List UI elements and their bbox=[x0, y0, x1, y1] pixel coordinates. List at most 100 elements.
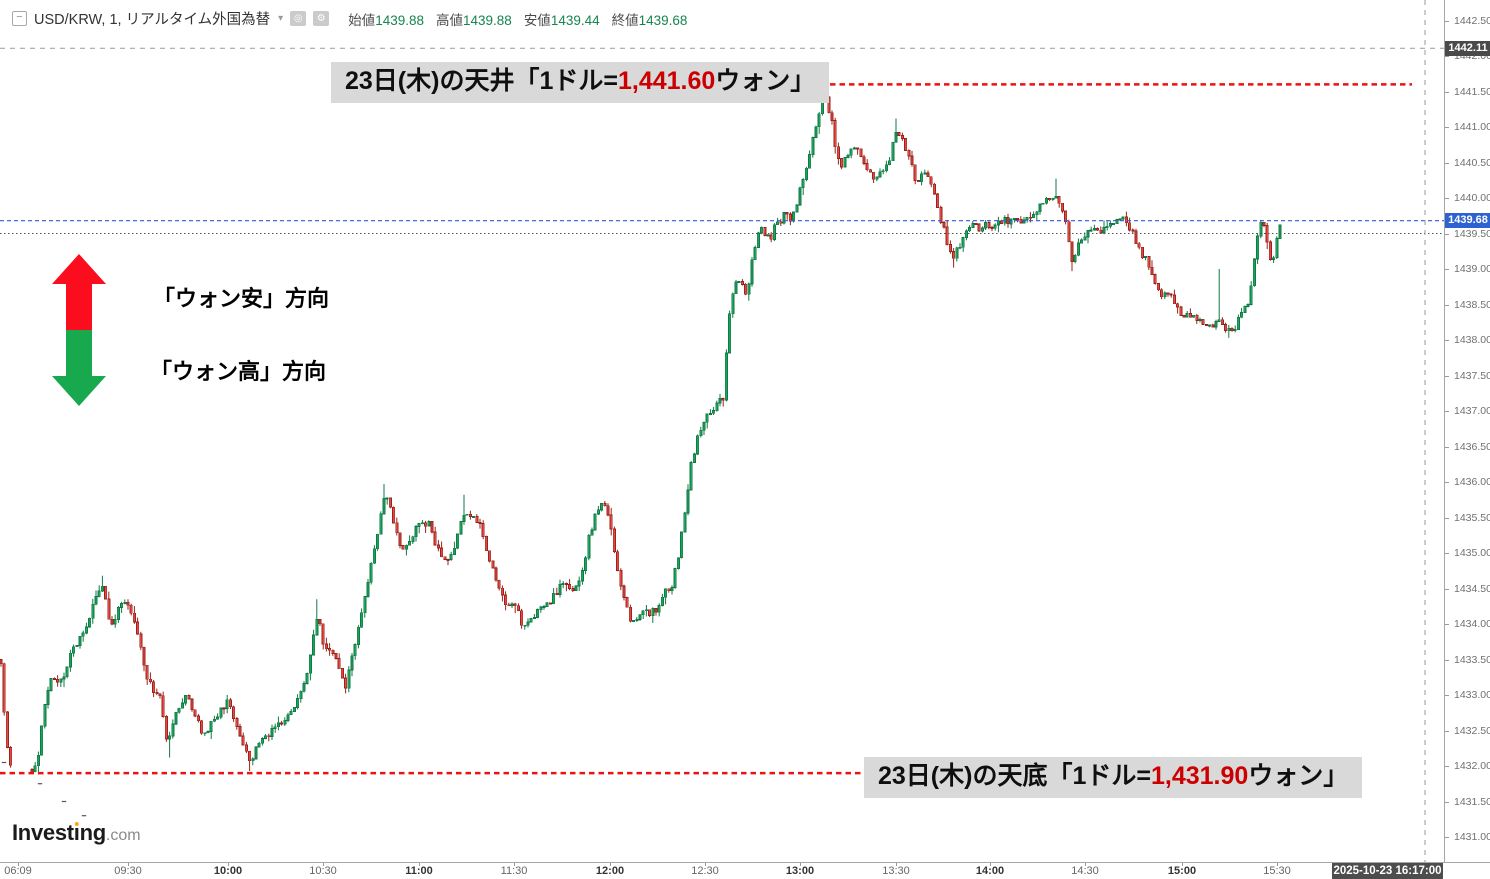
time-axis-tick bbox=[514, 863, 515, 866]
time-axis-label: 12:00 bbox=[595, 865, 625, 877]
last-price-tag: 1439.68 bbox=[1445, 213, 1490, 229]
time-axis[interactable]: 2025-10-23 16:17:00 06:09 09:30 10:00 10:30… bbox=[0, 862, 1490, 879]
price-axis-label: 1433.00 bbox=[1454, 689, 1490, 701]
bottom-annotation-text: 23日(木)の天底「1ドル= bbox=[878, 762, 1151, 790]
price-axis-tick bbox=[1445, 766, 1449, 767]
price-axis-label: 1441.00 bbox=[1454, 121, 1490, 133]
price-axis-label: 1432.00 bbox=[1454, 760, 1490, 772]
price-axis-tick bbox=[1445, 127, 1449, 128]
price-axis-tick bbox=[1445, 198, 1449, 199]
price-axis[interactable]: 1442.50 1442.00 1441.50 1441.00 1440.50 1440.… bbox=[1444, 0, 1490, 862]
price-axis-label: 1434.50 bbox=[1454, 582, 1490, 595]
price-axis-label: 1440.50 bbox=[1454, 156, 1490, 169]
price-axis-label: 1437.50 bbox=[1454, 369, 1490, 382]
price-axis-tick bbox=[1445, 375, 1449, 377]
legend-collapse-icon[interactable]: − bbox=[12, 11, 27, 26]
bottom-annotation[interactable]: 23日(木)の天底「1ドル=1,431.90ウォン」 bbox=[864, 757, 1363, 798]
price-axis-label: 1437.00 bbox=[1454, 405, 1490, 417]
time-axis-tick bbox=[800, 863, 801, 866]
chevron-down-icon[interactable]: ▾ bbox=[278, 13, 284, 24]
ohlc-close: 終値1439.68 bbox=[611, 12, 688, 28]
ohlc-readout: 始値1439.88 高値1439.88 安値1439.44 終値1439.68 bbox=[348, 9, 687, 29]
price-axis-label: 1435.00 bbox=[1454, 547, 1490, 559]
price-axis-label: 1441.50 bbox=[1454, 85, 1490, 98]
time-axis-tick bbox=[705, 863, 706, 866]
price-axis-label: 1436.50 bbox=[1454, 440, 1490, 453]
time-axis-label: 15:30 bbox=[1263, 865, 1291, 877]
bottom-annotation-price: 1,431.90 bbox=[1150, 762, 1249, 790]
ceiling-annotation-text: 23日(木)の天井「1ドル= bbox=[345, 67, 618, 95]
price-axis-tick bbox=[1445, 588, 1449, 590]
time-axis-tick bbox=[1182, 863, 1183, 866]
price-axis-tick bbox=[1445, 269, 1449, 270]
time-axis-label: 11:00 bbox=[405, 865, 433, 877]
time-axis-label: 11:30 bbox=[500, 865, 528, 877]
time-axis-tick bbox=[1277, 863, 1278, 866]
time-axis-label: 13:30 bbox=[882, 865, 910, 877]
won-strong-label: 「ウォン高」方向 bbox=[150, 359, 327, 384]
symbol-title[interactable]: USD/KRW, 1, リアルタイム外国為替 bbox=[34, 12, 271, 28]
price-axis-label: 1434.00 bbox=[1454, 618, 1490, 630]
price-axis-label: 1438.50 bbox=[1454, 298, 1490, 311]
price-axis-label: 1431.50 bbox=[1454, 795, 1490, 808]
time-axis-label: 09:30 bbox=[114, 865, 142, 877]
price-axis-tick bbox=[1445, 801, 1449, 803]
logo-orange-dot bbox=[74, 821, 79, 826]
price-axis-tick bbox=[1445, 233, 1449, 235]
ohlc-high: 高値1439.88 bbox=[436, 12, 512, 28]
price-axis-tick bbox=[1445, 411, 1449, 412]
price-axis-tick bbox=[1445, 695, 1449, 696]
time-axis-label: 14:00 bbox=[975, 865, 1005, 877]
won-weak-label: 「ウォン安」方向 bbox=[153, 286, 330, 311]
price-axis-label: 1439.50 bbox=[1454, 227, 1490, 240]
crosshair-timestamp: 2025-10-23 16:17:00 bbox=[1332, 863, 1443, 879]
time-axis-label: 06:09 bbox=[4, 865, 32, 877]
time-axis-tick bbox=[323, 863, 324, 866]
price-axis-label: 1433.50 bbox=[1454, 653, 1490, 666]
time-axis-label: 15:00 bbox=[1167, 865, 1197, 877]
price-axis-label: 1436.00 bbox=[1454, 476, 1490, 488]
price-axis-tick bbox=[1445, 482, 1449, 483]
price-axis-label: 1435.50 bbox=[1454, 511, 1490, 524]
time-axis-tick bbox=[896, 863, 897, 866]
price-chart-canvas[interactable] bbox=[0, 0, 1444, 862]
gear-icon[interactable]: ⚙ bbox=[313, 11, 330, 26]
price-axis-tick bbox=[1445, 659, 1449, 661]
price-axis-tick bbox=[1445, 837, 1449, 838]
time-axis-tick bbox=[18, 863, 19, 866]
price-axis-tick bbox=[1445, 624, 1449, 625]
time-axis-tick bbox=[990, 863, 991, 866]
time-axis-label: 10:30 bbox=[309, 865, 337, 877]
ceiling-annotation[interactable]: 23日(木)の天井「1ドル=1,441.60ウォン」 bbox=[331, 62, 830, 103]
updown-arrow-icon[interactable] bbox=[52, 254, 106, 406]
price-axis-tick bbox=[1445, 304, 1449, 306]
investing-logo: Investı ng.com bbox=[12, 820, 141, 845]
price-axis-tick bbox=[1445, 162, 1449, 164]
time-axis-tick bbox=[128, 863, 129, 866]
eye-icon[interactable]: ◎ bbox=[290, 11, 307, 26]
price-axis-tick bbox=[1445, 553, 1449, 554]
price-axis-tick bbox=[1445, 517, 1449, 519]
time-axis-tick bbox=[1085, 863, 1086, 866]
price-axis-label: 1438.00 bbox=[1454, 334, 1490, 346]
ceiling-annotation-price: 1,441.60 bbox=[617, 67, 716, 95]
price-axis-label: 1439.00 bbox=[1454, 263, 1490, 275]
ohlc-low: 安値1439.44 bbox=[523, 12, 600, 28]
time-axis-tick bbox=[419, 863, 420, 866]
time-axis-label: 13:00 bbox=[785, 865, 815, 877]
crosshair-price-tag: 1442.11 bbox=[1445, 40, 1490, 56]
time-axis-label: 14:30 bbox=[1071, 865, 1099, 877]
time-axis-tick bbox=[228, 863, 229, 866]
price-axis-label: 1432.50 bbox=[1454, 724, 1490, 737]
price-axis-tick bbox=[1445, 91, 1449, 93]
price-axis-label: 1431.00 bbox=[1454, 831, 1490, 843]
price-axis-tick bbox=[1445, 56, 1449, 57]
price-axis-tick bbox=[1445, 340, 1449, 341]
price-axis-label: 1440.00 bbox=[1454, 192, 1490, 204]
ohlc-open: 始値1439.88 bbox=[348, 12, 424, 28]
price-axis-tick bbox=[1445, 730, 1449, 732]
chart-legend: − USD/KRW, 1, リアルタイム外国為替 ▾ ◎ ⚙ 始値1439.88… bbox=[12, 8, 687, 29]
price-axis-tick bbox=[1445, 446, 1449, 448]
price-axis-label: 1442.50 bbox=[1454, 14, 1490, 27]
